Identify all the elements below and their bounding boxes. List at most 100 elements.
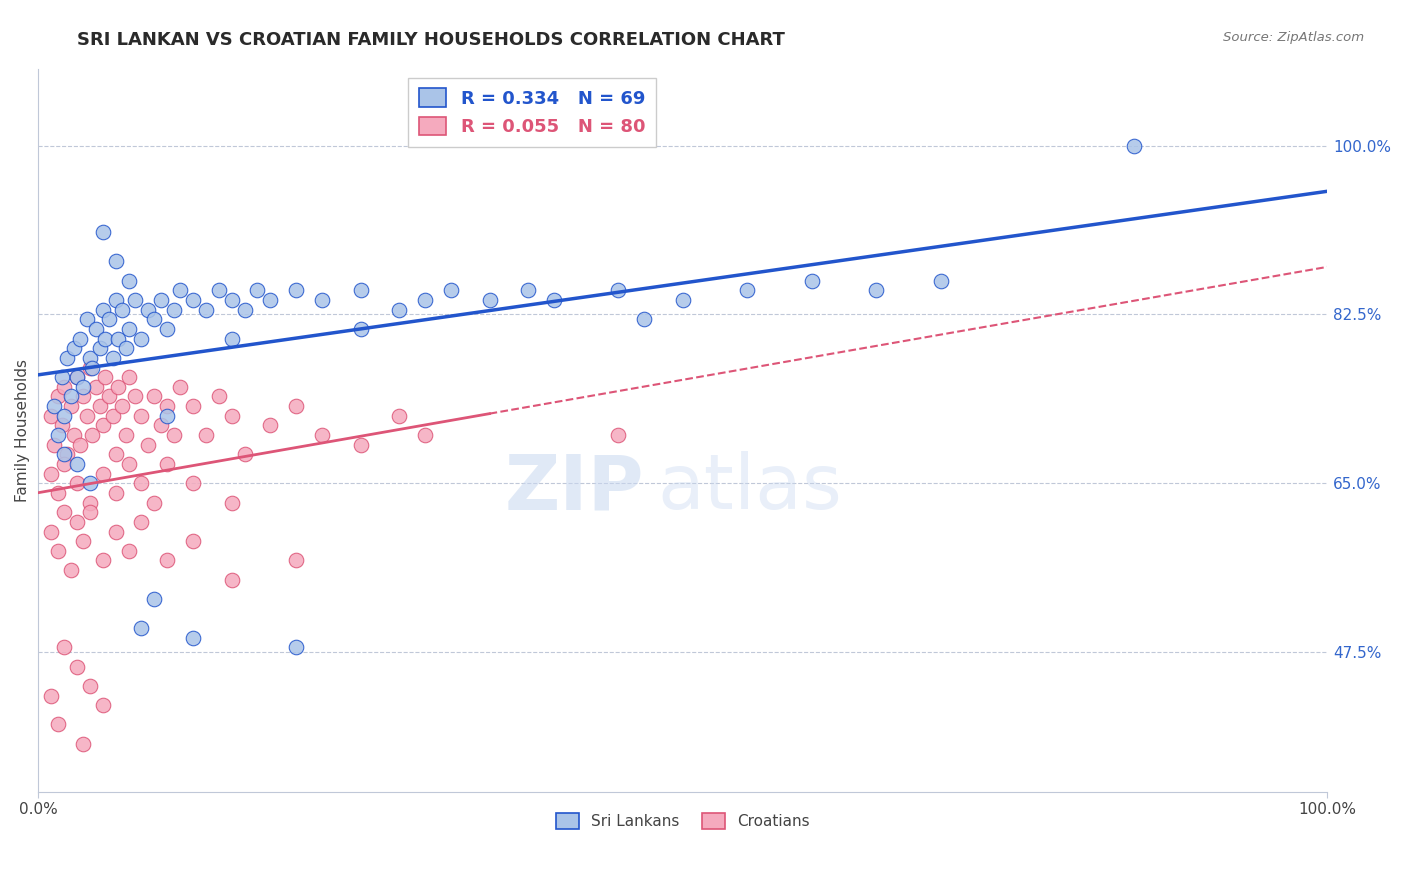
Point — [865, 284, 887, 298]
Point — [163, 428, 186, 442]
Point — [163, 302, 186, 317]
Point — [107, 380, 129, 394]
Point — [143, 495, 166, 509]
Point — [194, 302, 217, 317]
Point — [131, 621, 153, 635]
Point — [672, 293, 695, 307]
Point — [91, 553, 114, 567]
Point — [169, 380, 191, 394]
Point — [72, 380, 94, 394]
Point — [1123, 138, 1146, 153]
Point — [111, 302, 134, 317]
Point — [143, 312, 166, 326]
Point — [91, 698, 114, 713]
Point — [79, 360, 101, 375]
Point — [131, 409, 153, 423]
Point — [233, 447, 256, 461]
Point — [737, 284, 759, 298]
Point — [86, 380, 108, 394]
Point — [39, 524, 62, 539]
Point — [311, 293, 333, 307]
Point — [156, 457, 179, 471]
Point — [311, 428, 333, 442]
Point — [115, 341, 138, 355]
Point — [124, 389, 146, 403]
Point — [117, 322, 139, 336]
Point — [46, 717, 69, 731]
Point — [69, 438, 91, 452]
Point — [53, 640, 76, 655]
Text: ZIP: ZIP — [505, 451, 644, 525]
Point — [42, 438, 65, 452]
Point — [131, 515, 153, 529]
Point — [259, 418, 281, 433]
Point — [39, 689, 62, 703]
Point — [39, 467, 62, 481]
Point — [63, 341, 86, 355]
Point — [66, 370, 89, 384]
Text: Source: ZipAtlas.com: Source: ZipAtlas.com — [1223, 31, 1364, 45]
Point — [79, 495, 101, 509]
Y-axis label: Family Households: Family Households — [15, 359, 30, 501]
Point — [72, 737, 94, 751]
Point — [98, 389, 121, 403]
Point — [51, 418, 73, 433]
Point — [517, 284, 540, 298]
Point — [117, 544, 139, 558]
Point — [91, 467, 114, 481]
Point — [136, 438, 159, 452]
Point — [149, 418, 172, 433]
Point — [82, 428, 104, 442]
Point — [149, 293, 172, 307]
Point — [98, 312, 121, 326]
Point — [800, 274, 823, 288]
Point — [607, 428, 630, 442]
Point — [285, 553, 308, 567]
Point — [156, 399, 179, 413]
Point — [194, 428, 217, 442]
Point — [221, 573, 243, 587]
Point — [76, 409, 98, 423]
Point — [246, 284, 269, 298]
Point — [89, 399, 111, 413]
Point — [104, 524, 127, 539]
Point — [285, 399, 308, 413]
Text: atlas: atlas — [657, 451, 842, 525]
Point — [82, 360, 104, 375]
Point — [91, 418, 114, 433]
Point — [259, 293, 281, 307]
Point — [115, 428, 138, 442]
Point — [91, 302, 114, 317]
Point — [929, 274, 952, 288]
Point — [46, 389, 69, 403]
Point — [181, 631, 204, 645]
Point — [104, 447, 127, 461]
Point — [53, 447, 76, 461]
Point — [79, 476, 101, 491]
Point — [94, 332, 117, 346]
Point — [66, 659, 89, 673]
Point — [285, 640, 308, 655]
Text: SRI LANKAN VS CROATIAN FAMILY HOUSEHOLDS CORRELATION CHART: SRI LANKAN VS CROATIAN FAMILY HOUSEHOLDS… — [77, 31, 785, 49]
Point — [143, 592, 166, 607]
Point — [72, 534, 94, 549]
Point — [66, 457, 89, 471]
Point — [55, 447, 77, 461]
Point — [53, 505, 76, 519]
Point — [285, 284, 308, 298]
Point — [66, 515, 89, 529]
Point — [169, 284, 191, 298]
Point — [72, 389, 94, 403]
Point — [107, 332, 129, 346]
Point — [208, 284, 231, 298]
Point — [233, 302, 256, 317]
Point — [53, 380, 76, 394]
Point — [543, 293, 565, 307]
Point — [104, 254, 127, 268]
Point — [413, 293, 436, 307]
Point — [79, 351, 101, 365]
Point — [607, 284, 630, 298]
Point — [101, 409, 124, 423]
Point — [86, 322, 108, 336]
Point — [156, 409, 179, 423]
